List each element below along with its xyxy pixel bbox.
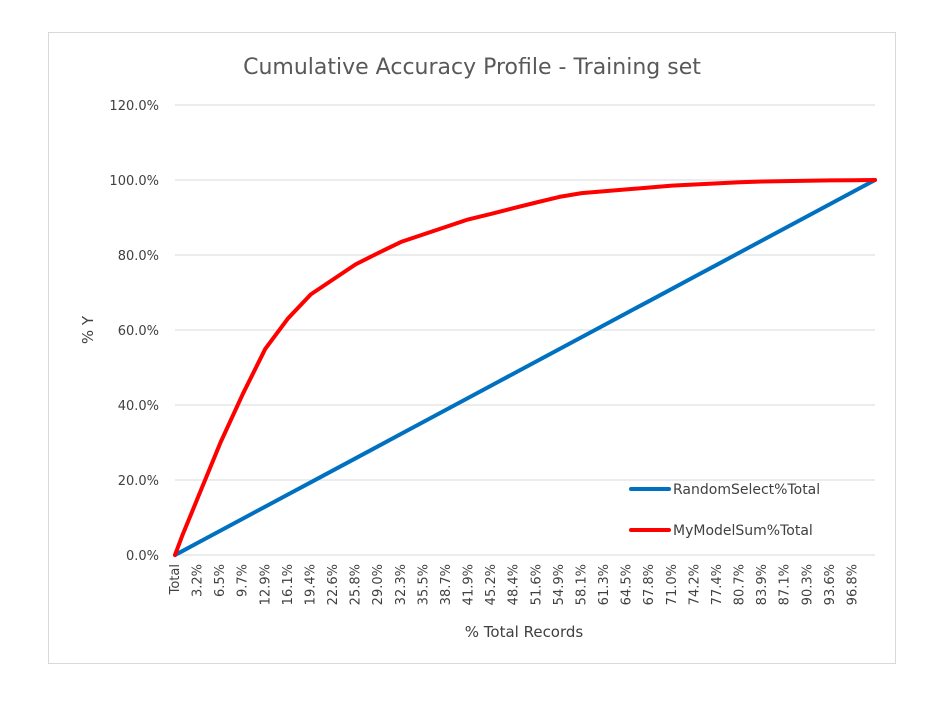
x-tick-label: 12.9% (258, 564, 273, 605)
x-tick-label: 29.0% (371, 564, 386, 605)
x-tick-label: 32.3% (394, 564, 409, 605)
y-axis-label: % Y (79, 315, 97, 344)
legend: RandomSelect%Total MyModelSum%Total (629, 482, 820, 539)
x-tick-label: 45.2% (484, 564, 499, 605)
x-tick-label: 77.4% (710, 564, 725, 605)
x-tick-label: 38.7% (439, 564, 454, 605)
x-tick-label: 54.9% (552, 564, 567, 605)
x-tick-label: 58.1% (574, 564, 589, 605)
legend-entry: MyModelSum%Total (673, 523, 813, 539)
x-tick-label: 64.5% (620, 564, 635, 605)
x-tick-label: 67.8% (642, 564, 657, 605)
x-tick-label: 35.5% (416, 564, 431, 605)
y-tick-label: 100.0% (109, 174, 159, 189)
series-line-my-model-sum (173, 178, 877, 557)
x-tick-label: 48.4% (507, 564, 522, 605)
x-tick-label: 9.7% (236, 564, 251, 597)
y-tick-label: 80.0% (118, 249, 159, 264)
x-tick-label: 51.6% (529, 564, 544, 605)
x-tick-label: Total (168, 564, 183, 595)
x-tick-label: 74.2% (687, 564, 702, 605)
x-tick-label: 16.1% (281, 564, 296, 605)
x-tick-label: 6.5% (213, 564, 228, 597)
y-axis-ticks: 0.0% 20.0% 40.0% 60.0% 80.0% 100.0% 120.0% (109, 99, 159, 564)
x-tick-label: 41.9% (462, 564, 477, 605)
y-tick-label: 0.0% (126, 549, 159, 564)
x-tick-label: 22.6% (326, 564, 341, 605)
legend-entry: RandomSelect%Total (673, 482, 820, 498)
x-axis-ticks: Total 3.2% 6.5% 9.7% 12.9% 16.1% 19.4% 22.6% 25.… (168, 564, 860, 605)
y-tick-label: 20.0% (118, 474, 159, 489)
x-tick-label: 93.6% (823, 564, 838, 605)
chart-title: Cumulative Accuracy Profile - Training s… (243, 55, 701, 80)
series-lines (173, 178, 877, 557)
y-tick-label: 40.0% (118, 399, 159, 414)
x-tick-label: 61.3% (597, 564, 612, 605)
x-tick-label: 87.1% (778, 564, 793, 605)
y-tick-label: 60.0% (118, 324, 159, 339)
x-tick-label: 83.9% (755, 564, 770, 605)
x-tick-label: 3.2% (191, 564, 206, 597)
x-tick-label: 25.8% (349, 564, 364, 605)
x-axis-label: % Total Records (465, 623, 584, 641)
x-tick-label: 19.4% (303, 564, 318, 605)
series-line-random-select (173, 178, 877, 557)
x-tick-label: 80.7% (733, 564, 748, 605)
x-tick-label: 71.0% (665, 564, 680, 605)
x-tick-label: 90.3% (800, 564, 815, 605)
chart-area (48, 32, 896, 664)
y-tick-label: 120.0% (109, 99, 159, 114)
x-tick-label: 96.8% (845, 564, 860, 605)
